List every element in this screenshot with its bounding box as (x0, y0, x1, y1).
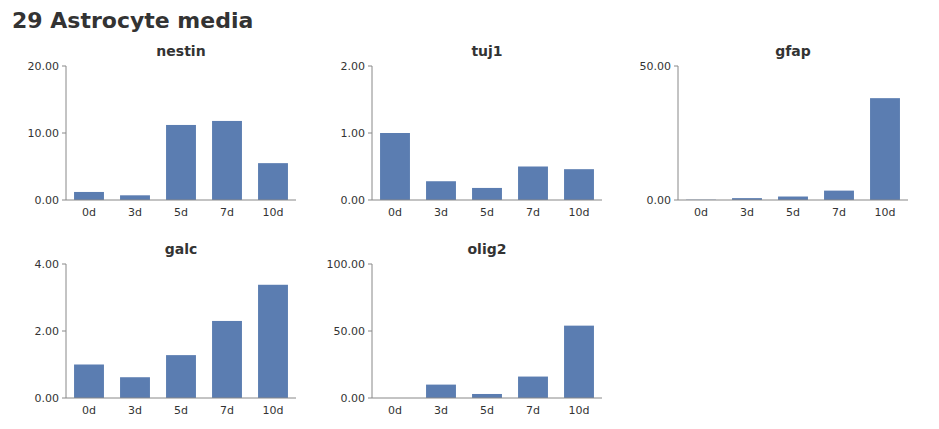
bar (472, 188, 502, 200)
bar (212, 121, 242, 200)
x-tick-label: 0d (82, 206, 96, 219)
y-tick (368, 133, 372, 134)
x-tick-label: 7d (220, 404, 234, 417)
bar (166, 355, 196, 398)
y-tick (674, 66, 678, 67)
subplot-title: gfap (775, 43, 811, 59)
y-tick-label: 50.00 (640, 60, 672, 73)
x-tick-label: 0d (388, 206, 402, 219)
subplot: nestin 0.00 10.00 20.00 0d 3d 5d 7d 10d (28, 43, 297, 219)
y-tick (674, 200, 678, 201)
bar (564, 326, 594, 398)
y-tick-label: 2.00 (341, 60, 366, 73)
bar (870, 98, 900, 200)
bar (74, 192, 104, 200)
y-tick-label: 100.00 (327, 258, 366, 271)
x-tick-label: 5d (480, 404, 494, 417)
subplot-title: nestin (156, 43, 205, 59)
x-tick-label: 0d (388, 404, 402, 417)
y-tick-label: 1.00 (341, 127, 366, 140)
bar (472, 394, 502, 398)
y-tick (62, 66, 66, 67)
y-tick-label: 50.00 (334, 325, 366, 338)
x-tick-label: 10d (263, 206, 284, 219)
bars (74, 285, 288, 398)
y-tick-label: 10.00 (28, 127, 60, 140)
bar (518, 377, 548, 398)
y-tick (368, 398, 372, 399)
x-axis-line (372, 200, 602, 201)
bar (120, 377, 150, 398)
bars (74, 121, 288, 200)
x-tick-label: 3d (740, 206, 754, 219)
bar (518, 167, 548, 201)
y-tick-label: 0.00 (35, 194, 60, 207)
bars (426, 326, 594, 398)
y-axis-line (678, 66, 679, 200)
subplot: galc 0.00 2.00 4.00 0d 3d 5d 7d 10d (35, 241, 297, 417)
bar (778, 197, 808, 200)
y-tick (62, 264, 66, 265)
y-tick-label: 0.00 (35, 392, 60, 405)
x-axis-line (66, 398, 296, 399)
y-tick (368, 264, 372, 265)
x-tick-label: 7d (526, 206, 540, 219)
bar (258, 285, 288, 398)
x-tick-label: 7d (220, 206, 234, 219)
subplot: tuj1 0.00 1.00 2.00 0d 3d 5d 7d 10d (341, 43, 603, 219)
y-tick-label: 4.00 (35, 258, 60, 271)
y-tick-label: 0.00 (341, 392, 366, 405)
subplot-title: tuj1 (471, 43, 502, 59)
y-tick (62, 133, 66, 134)
bars (686, 98, 900, 200)
y-tick-label: 2.00 (35, 325, 60, 338)
bar (258, 163, 288, 200)
x-tick-label: 5d (174, 404, 188, 417)
y-tick-label: 20.00 (28, 60, 60, 73)
bar (564, 169, 594, 200)
bars (380, 133, 594, 200)
x-tick-label: 10d (569, 404, 590, 417)
y-tick (368, 66, 372, 67)
subplot: olig2 0.00 50.00 100.00 0d 3d 5d 7d 10d (327, 241, 603, 417)
x-tick-label: 0d (82, 404, 96, 417)
y-tick-label: 0.00 (647, 194, 672, 207)
y-tick (62, 331, 66, 332)
y-tick (368, 331, 372, 332)
x-tick-label: 5d (174, 206, 188, 219)
subplot: gfap 0.00 50.00 0d 3d 5d 7d 10d (640, 43, 909, 219)
bar (120, 195, 150, 200)
subplot-title: olig2 (468, 241, 507, 257)
x-tick-label: 3d (434, 404, 448, 417)
subplot-title: galc (165, 241, 198, 257)
x-tick-label: 3d (128, 206, 142, 219)
bar (824, 191, 854, 200)
bar (212, 321, 242, 398)
bar (426, 181, 456, 200)
x-tick-label: 0d (694, 206, 708, 219)
x-tick-label: 7d (526, 404, 540, 417)
figure-title: 29 Astrocyte media (12, 8, 253, 33)
x-axis-line (66, 200, 296, 201)
y-tick (62, 200, 66, 201)
y-tick (368, 200, 372, 201)
bar (426, 385, 456, 398)
x-tick-label: 7d (832, 206, 846, 219)
x-tick-label: 5d (480, 206, 494, 219)
x-axis-line (678, 200, 908, 201)
bar (380, 133, 410, 200)
y-tick-label: 0.00 (341, 194, 366, 207)
y-tick (62, 398, 66, 399)
x-tick-label: 3d (128, 404, 142, 417)
figure: 29 Astrocyte media nestin 0.00 10.00 20.00 0d… (0, 0, 939, 429)
x-axis-line (372, 398, 602, 399)
x-tick-label: 10d (875, 206, 896, 219)
x-tick-label: 5d (786, 206, 800, 219)
x-tick-label: 10d (263, 404, 284, 417)
x-tick-label: 3d (434, 206, 448, 219)
bar (74, 365, 104, 399)
bar (166, 125, 196, 200)
x-tick-label: 10d (569, 206, 590, 219)
